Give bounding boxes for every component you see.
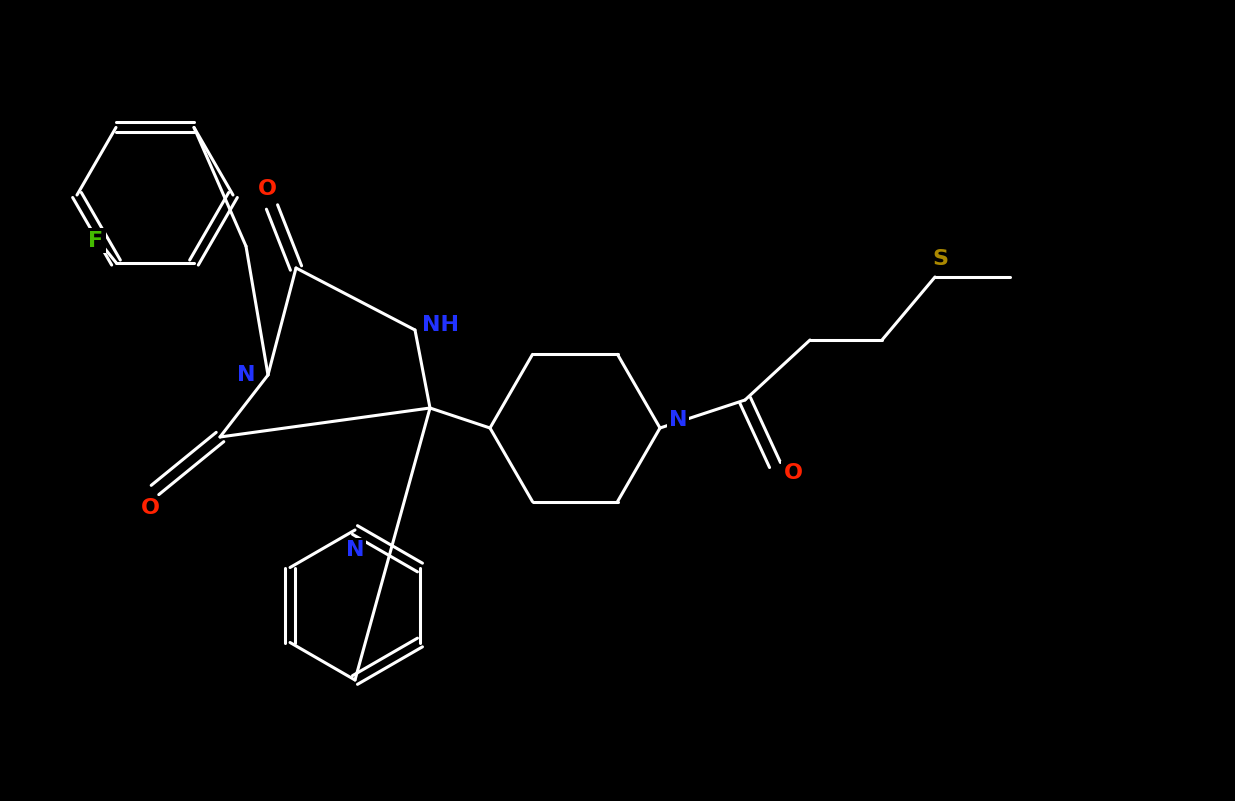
Text: N: N [668,410,687,430]
Text: O: O [783,463,803,483]
Text: F: F [89,231,104,251]
Text: N: N [237,365,256,385]
Text: O: O [258,179,277,199]
Text: NH: NH [421,315,458,335]
Text: N: N [346,540,364,560]
Text: S: S [932,249,948,269]
Text: O: O [141,498,159,518]
